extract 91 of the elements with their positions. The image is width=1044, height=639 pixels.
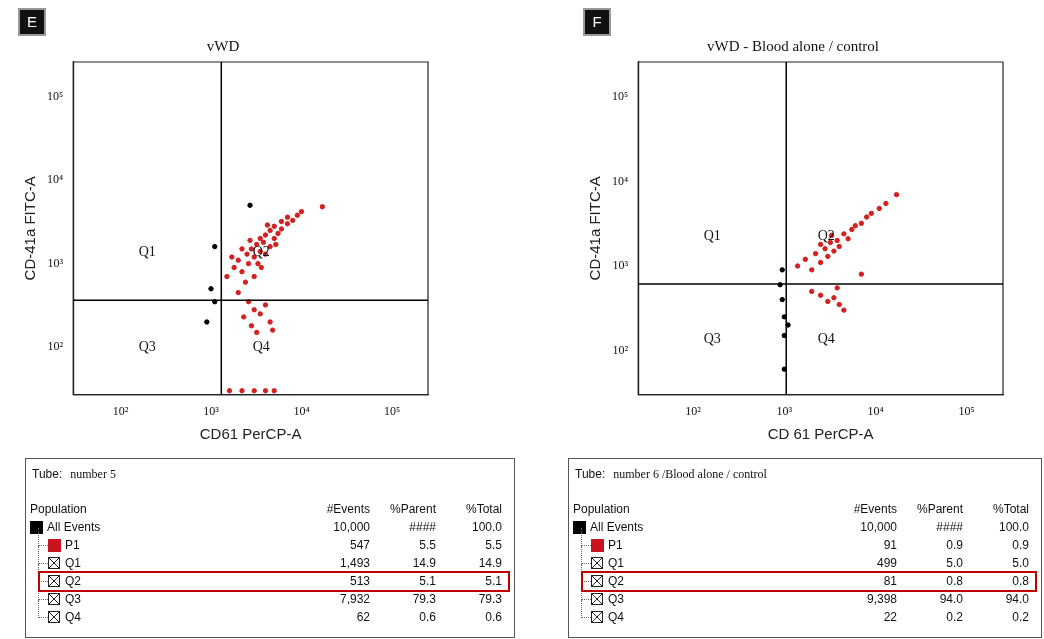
data-label: 5.1 bbox=[485, 574, 502, 588]
annotation: Q4 bbox=[817, 331, 835, 347]
y-tick-label: 10⁴ bbox=[47, 172, 64, 187]
category-label: All Events bbox=[590, 519, 644, 536]
text: %Total bbox=[465, 502, 502, 516]
data-label: 5.0 bbox=[1012, 556, 1029, 570]
x-tick-label: 10² bbox=[685, 403, 702, 418]
text: number 6 /Blood alone / control bbox=[613, 467, 767, 481]
data-label: 100.0 bbox=[998, 520, 1029, 534]
data-label: #### bbox=[409, 520, 436, 534]
data-label: 79.3 bbox=[478, 592, 502, 606]
data-label: 0.8 bbox=[1012, 574, 1029, 588]
x-tick-label: 10³ bbox=[203, 403, 220, 418]
text: %Total bbox=[992, 502, 1029, 516]
text: %Parent bbox=[916, 502, 963, 516]
data-label: 499 bbox=[875, 555, 897, 572]
y-axis-title: CD-41a FITC-A bbox=[21, 176, 39, 281]
data-label: 100.0 bbox=[471, 520, 502, 534]
y-axis-title: CD-41a FITC-A bbox=[586, 176, 604, 281]
x-axis-title: CD61 PerCP-A bbox=[199, 425, 302, 443]
x-tick-label: 10⁵ bbox=[958, 403, 975, 418]
y-tick-label: 10³ bbox=[47, 255, 64, 270]
y-tick-label: 10² bbox=[612, 342, 629, 357]
annotation: Q3 bbox=[703, 331, 721, 347]
y-tick-label: 10² bbox=[47, 339, 64, 354]
annotation: Q3 bbox=[138, 339, 156, 355]
data-label: 0.9 bbox=[1012, 538, 1029, 552]
data-label: 22 bbox=[882, 609, 897, 626]
data-label: 0.6 bbox=[485, 610, 502, 624]
category-label: Q4 bbox=[608, 609, 625, 626]
series-label: #Events bbox=[852, 501, 897, 518]
data-label: 14.9 bbox=[412, 556, 436, 570]
data-label: 547 bbox=[348, 537, 370, 554]
category-label: Q1 bbox=[608, 555, 625, 572]
x-axis-title: CD 61 PerCP-A bbox=[767, 425, 874, 443]
data-label: 10,000 bbox=[332, 519, 370, 536]
x-tick-label: 10⁴ bbox=[867, 403, 884, 418]
annotation: Q4 bbox=[252, 339, 270, 355]
data-label: 79.3 bbox=[412, 592, 436, 606]
data-label: 94.0 bbox=[1005, 592, 1029, 606]
text: %Parent bbox=[389, 502, 436, 516]
text: E bbox=[18, 8, 46, 36]
text: F bbox=[583, 8, 611, 36]
category-label: All Events bbox=[47, 519, 101, 536]
data-label: #### bbox=[936, 520, 963, 534]
data-label: 81 bbox=[882, 573, 897, 590]
category-label: Q2 bbox=[608, 573, 625, 590]
data-label: 7,932 bbox=[338, 591, 370, 608]
data-label: 0.2 bbox=[1012, 610, 1029, 624]
y-tick-label: 10³ bbox=[612, 258, 629, 273]
x-tick-label: 10⁴ bbox=[293, 403, 310, 418]
text: Tube: bbox=[575, 467, 606, 481]
annotation: Q1 bbox=[703, 227, 721, 243]
annotation: Q1 bbox=[138, 243, 156, 259]
text: Tube: bbox=[32, 467, 63, 481]
category-label: P1 bbox=[608, 537, 623, 554]
data-label: 14.9 bbox=[478, 556, 502, 570]
legend-title: Population bbox=[30, 501, 87, 518]
data-label: 1,493 bbox=[338, 555, 370, 572]
y-tick-label: 10⁵ bbox=[47, 88, 64, 103]
x-tick-label: 10² bbox=[112, 403, 129, 418]
category-label: Q2 bbox=[65, 573, 82, 590]
data-label: 94.0 bbox=[939, 592, 963, 606]
data-label: 5.0 bbox=[946, 556, 963, 570]
text: number 5 bbox=[70, 467, 116, 481]
data-label: 0.8 bbox=[946, 574, 963, 588]
y-tick-label: 10⁴ bbox=[612, 173, 629, 188]
chart-title: vWD - Blood alone / control bbox=[706, 37, 880, 54]
category-label: Q1 bbox=[65, 555, 82, 572]
annotation: Q2 bbox=[817, 227, 835, 243]
category-label: P1 bbox=[65, 537, 80, 554]
chart-title: vWD bbox=[206, 37, 240, 54]
data-label: 10,000 bbox=[859, 519, 897, 536]
x-tick-label: 10⁵ bbox=[383, 403, 401, 418]
y-tick-label: 10⁵ bbox=[612, 89, 629, 104]
series-label: #Events bbox=[325, 501, 370, 518]
data-label: 5.5 bbox=[485, 538, 502, 552]
category-label: Q3 bbox=[608, 591, 625, 608]
data-label: 0.2 bbox=[946, 610, 963, 624]
data-label: 5.1 bbox=[419, 574, 436, 588]
data-label: 513 bbox=[348, 573, 370, 590]
data-label: 0.6 bbox=[419, 610, 436, 624]
data-label: 0.9 bbox=[946, 538, 963, 552]
data-label: 5.5 bbox=[419, 538, 436, 552]
legend-title: Population bbox=[573, 501, 630, 518]
category-label: Q3 bbox=[65, 591, 82, 608]
data-label: 9,398 bbox=[865, 591, 897, 608]
data-label: 91 bbox=[882, 537, 897, 554]
category-label: Q4 bbox=[65, 609, 82, 626]
x-tick-label: 10³ bbox=[776, 403, 793, 418]
data-label: 62 bbox=[355, 609, 370, 626]
